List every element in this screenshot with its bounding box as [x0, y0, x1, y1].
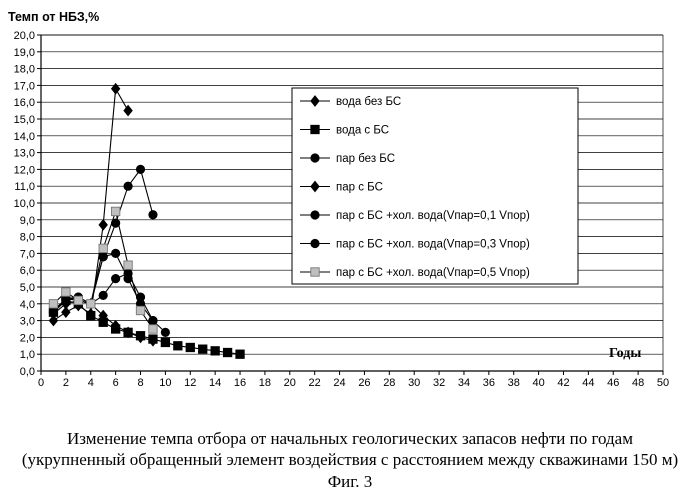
y-tick-label: 13,0 — [14, 148, 35, 160]
data-point — [124, 261, 132, 269]
x-tick-label: 6 — [113, 377, 119, 389]
y-axis-label: Темп от НБЗ,% — [8, 10, 99, 24]
data-point — [223, 348, 231, 356]
data-point — [199, 345, 207, 353]
x-tick-label: 12 — [184, 377, 196, 389]
y-tick-label: 2,0 — [20, 332, 35, 344]
data-point — [136, 306, 144, 314]
y-tick-label: 7,0 — [20, 248, 35, 260]
data-point — [211, 347, 219, 355]
y-tick-label: 4,0 — [20, 299, 35, 311]
data-point — [62, 288, 70, 296]
x-tick-label: 40 — [532, 377, 544, 389]
data-point — [124, 105, 132, 115]
legend-marker — [311, 154, 319, 162]
data-point — [161, 328, 169, 336]
legend-entry-1: вода без БС — [300, 96, 401, 108]
x-tick-label: 48 — [632, 377, 644, 389]
x-tick-label: 20 — [284, 377, 296, 389]
data-point — [99, 291, 107, 299]
legend-label: пар с БС +хол. вода(Vпар=0,3 Vпор) — [336, 239, 530, 251]
x-tick-label: 8 — [137, 377, 143, 389]
y-tick-label: 14,0 — [14, 131, 35, 143]
x-axis-label: Годы — [609, 346, 641, 361]
data-point — [174, 342, 182, 350]
y-tick-label: 5,0 — [20, 282, 35, 294]
data-point — [149, 211, 157, 219]
y-tick-label: 15,0 — [14, 114, 35, 126]
caption-line-3: Фиг. 3 — [0, 472, 700, 492]
y-tick-label: 3,0 — [20, 316, 35, 328]
data-point — [49, 300, 57, 308]
x-tick-labels: 0246810121416182022242628303234363840424… — [38, 377, 669, 389]
x-tick-label: 36 — [483, 377, 495, 389]
x-tick-label: 4 — [88, 377, 94, 389]
x-tick-label: 42 — [557, 377, 569, 389]
data-point — [186, 343, 194, 351]
caption-line-2: (укрупненный обращенный элемент воздейст… — [0, 450, 700, 470]
data-point — [49, 308, 57, 316]
x-tick-label: 32 — [433, 377, 445, 389]
x-tick-label: 18 — [259, 377, 271, 389]
y-tick-label: 20,0 — [14, 30, 35, 42]
legend-label: вода с БС — [336, 125, 389, 137]
legend-marker — [311, 125, 319, 133]
x-tick-label: 34 — [458, 377, 470, 389]
y-tick-label: 17,0 — [14, 80, 35, 92]
x-tick-label: 50 — [657, 377, 669, 389]
y-tick-label: 6,0 — [20, 265, 35, 277]
x-tick-label: 24 — [333, 377, 345, 389]
legend-label: вода без БС — [336, 96, 401, 108]
data-point — [99, 244, 107, 252]
legend-label: пар с БС +хол. вода(Vпар=0,5 Vпор) — [336, 267, 530, 279]
y-tick-label: 16,0 — [14, 97, 35, 109]
legend-marker — [311, 211, 319, 219]
series-layer — [49, 84, 244, 359]
chart: 0,0 1,0 2,0 3,0 4,0 5,0 6,0 7,0 8,0 9,0 10,0 11,0 12… — [0, 0, 700, 420]
y-tick-label: 9,0 — [20, 215, 35, 227]
y-tick-label: 11,0 — [14, 181, 35, 193]
legend-label: пар с БС — [336, 182, 383, 194]
legend-marker — [311, 239, 319, 247]
legend-label: пар с БС +хол. вода(Vпар=0,1 Vпор) — [336, 210, 530, 222]
x-tick-label: 28 — [383, 377, 395, 389]
data-point — [136, 165, 144, 173]
legend-label: пар без БС — [336, 153, 395, 165]
x-tick-label: 2 — [63, 377, 69, 389]
x-tick-label: 44 — [582, 377, 594, 389]
y-tick-label: 1,0 — [20, 349, 35, 361]
y-tick-label: 0,0 — [20, 366, 35, 378]
x-tick-label: 46 — [607, 377, 619, 389]
y-tick-labels: 0,0 1,0 2,0 3,0 4,0 5,0 6,0 7,0 8,0 9,0 10,0 11,0 12… — [14, 30, 35, 378]
data-point — [99, 220, 107, 230]
data-point — [111, 207, 119, 215]
y-tick-label: 19,0 — [14, 47, 35, 59]
legend-box — [292, 88, 578, 284]
data-point — [87, 300, 95, 308]
x-tick-label: 16 — [234, 377, 246, 389]
x-tick-label: 10 — [159, 377, 171, 389]
data-point — [124, 182, 132, 190]
data-point — [111, 274, 119, 282]
data-point — [87, 311, 95, 319]
y-tick-label: 8,0 — [20, 232, 35, 244]
x-tick-label: 0 — [38, 377, 44, 389]
series-line — [53, 89, 128, 321]
data-point — [149, 325, 157, 333]
x-tick-label: 26 — [358, 377, 370, 389]
y-tick-label: 18,0 — [14, 64, 35, 76]
x-tick-label: 38 — [508, 377, 520, 389]
x-tick-label: 30 — [408, 377, 420, 389]
y-tick-label: 12,0 — [14, 164, 35, 176]
data-point — [74, 296, 82, 304]
data-point — [111, 249, 119, 257]
data-point — [161, 338, 169, 346]
legend-marker — [311, 268, 319, 276]
y-tick-label: 10,0 — [14, 198, 35, 210]
data-point — [236, 350, 244, 358]
x-tick-label: 14 — [209, 377, 221, 389]
x-tick-label: 22 — [309, 377, 321, 389]
caption-line-1: Изменение темпа отбора от начальных геол… — [0, 429, 700, 449]
data-point — [149, 316, 157, 324]
